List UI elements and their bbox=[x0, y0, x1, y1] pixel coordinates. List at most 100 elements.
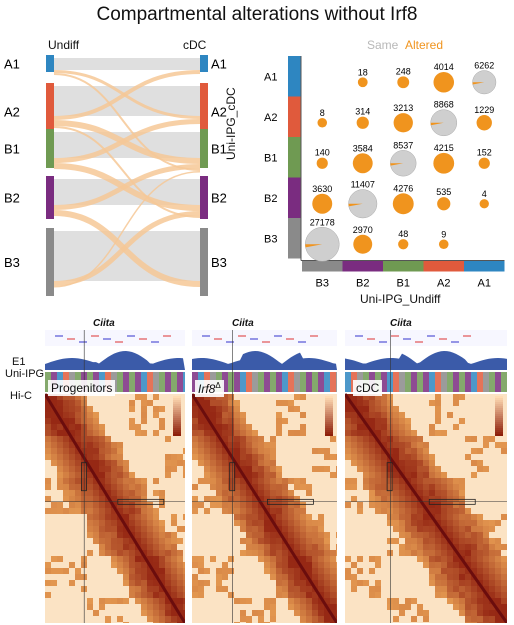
pie-count: 248 bbox=[396, 66, 411, 76]
pie-count: 11407 bbox=[351, 180, 375, 190]
hic-panel-irf8: Ciita Irf8Δ bbox=[192, 318, 337, 623]
col-bar-a1 bbox=[464, 260, 505, 272]
row-label: A1 bbox=[264, 71, 277, 83]
hic-heatmap bbox=[345, 330, 507, 623]
pie-altered-slice bbox=[390, 163, 404, 166]
pie-count: 314 bbox=[355, 107, 370, 117]
sankey-flow bbox=[53, 126, 201, 218]
pie-altered bbox=[433, 71, 455, 93]
sankey-node-left-a1 bbox=[46, 55, 54, 72]
sankey-label-left: B2 bbox=[4, 191, 20, 206]
sankey-node-right-a1 bbox=[200, 55, 208, 72]
pie-altered-slice bbox=[430, 122, 444, 126]
sankey-label-right: B1 bbox=[211, 142, 227, 157]
pie-count: 1229 bbox=[474, 105, 494, 115]
hic-panel-progenitors: Ciita Progenitors bbox=[45, 318, 185, 623]
row-bar-a2 bbox=[288, 96, 301, 137]
sankey-label-right: A1 bbox=[211, 57, 227, 72]
pie-altered-slice bbox=[348, 203, 363, 207]
pie-altered bbox=[397, 76, 410, 89]
sankey-node-left-a2 bbox=[46, 83, 54, 140]
pie-altered bbox=[316, 157, 328, 169]
hic-heatmap bbox=[192, 330, 337, 623]
pie-count: 8 bbox=[320, 108, 325, 118]
pie-count: 18 bbox=[358, 67, 368, 77]
sankey-left-header: Undiff bbox=[48, 38, 80, 52]
sankey-flow bbox=[53, 211, 201, 286]
row-label: B2 bbox=[264, 193, 277, 205]
legend-same: Same bbox=[367, 38, 399, 52]
pie-count: 4276 bbox=[393, 183, 413, 193]
pie-altered bbox=[392, 193, 414, 215]
sankey-flow bbox=[53, 70, 201, 120]
pie-altered bbox=[357, 77, 368, 88]
pie-count: 48 bbox=[398, 229, 408, 239]
sankey-diagram: A1 A1 A2 A2 B1 B1 B2 B2 B3 B3 bbox=[4, 55, 227, 296]
pie-altered bbox=[356, 116, 369, 129]
gene-label: Ciita bbox=[390, 318, 412, 329]
track-label-hic: Hi-C bbox=[10, 390, 32, 402]
col-label: A2 bbox=[437, 278, 450, 290]
pie-count: 3213 bbox=[393, 103, 413, 113]
track-label-uni-ipg: Uni-IPG bbox=[5, 368, 45, 380]
col-label: B3 bbox=[316, 278, 329, 290]
panel-label-irf8: Irf8Δ bbox=[195, 380, 224, 397]
pie-count: 2970 bbox=[353, 225, 373, 235]
sankey-flow bbox=[53, 164, 201, 210]
gene-label: Ciita bbox=[232, 318, 254, 329]
sankey-node-right-b2 bbox=[200, 176, 208, 219]
pie-altered bbox=[398, 239, 409, 250]
col-bar-b2 bbox=[342, 260, 383, 272]
hic-panel-cdc: Ciita cDC bbox=[345, 318, 507, 623]
sankey-node-left-b1 bbox=[46, 129, 54, 168]
pie-altered bbox=[353, 234, 373, 254]
panel-label-progenitors: Progenitors bbox=[48, 380, 116, 396]
legend-altered: Altered bbox=[405, 38, 444, 52]
col-label: A1 bbox=[478, 278, 491, 290]
col-label: B2 bbox=[356, 278, 369, 290]
pie-altered bbox=[433, 152, 455, 174]
sankey-node-left-b2 bbox=[46, 176, 54, 219]
pie-altered bbox=[478, 157, 490, 169]
row-bar-b1 bbox=[288, 137, 301, 178]
row-label: B3 bbox=[264, 233, 277, 245]
pie-altered bbox=[479, 199, 489, 209]
sankey-node-right-a2 bbox=[200, 83, 208, 140]
sankey-right-header: cDC bbox=[183, 38, 207, 52]
sankey-node-right-b3 bbox=[200, 228, 208, 296]
pie-count: 3584 bbox=[353, 143, 373, 153]
pie-altered-slice bbox=[472, 82, 485, 85]
col-bar-b1 bbox=[383, 260, 424, 272]
sankey-node-left-b3 bbox=[46, 228, 54, 296]
sankey-flow bbox=[53, 119, 201, 163]
pie-count: 9 bbox=[441, 229, 446, 239]
sankey-node-right-b1 bbox=[200, 129, 208, 168]
track-label-e1: E1 bbox=[12, 356, 26, 368]
pie-altered bbox=[476, 115, 492, 131]
sankey-flow bbox=[53, 73, 201, 171]
pie-count: 3630 bbox=[312, 184, 332, 194]
pie-count: 535 bbox=[436, 187, 451, 197]
pie-count: 4014 bbox=[434, 62, 454, 72]
pie-count: 140 bbox=[315, 148, 330, 158]
x-axis-title: Uni-IPG_Undiff bbox=[360, 292, 441, 306]
pie-altered-slice bbox=[305, 244, 323, 248]
hic-heatmap bbox=[45, 330, 185, 623]
y-axis-title: Uni-IPG_cDC bbox=[224, 87, 238, 160]
sankey-label-right: B3 bbox=[211, 255, 227, 270]
pie-count: 8868 bbox=[434, 100, 454, 110]
row-bar-b3 bbox=[288, 218, 301, 259]
figure-title: Compartmental alterations without Irf8 bbox=[96, 4, 418, 25]
sankey-label-left: A2 bbox=[4, 105, 20, 120]
pie-altered bbox=[312, 193, 333, 214]
col-bar-a2 bbox=[423, 260, 464, 272]
pie-matrix: A1 A2 B1 B2 B3 B3 B2 B1 A2 A1 18 248 4014 6262 8 314 321… bbox=[264, 56, 505, 290]
pie-count: 152 bbox=[477, 148, 492, 158]
pie-altered bbox=[352, 153, 373, 174]
gene-label: Ciita bbox=[93, 318, 115, 329]
sankey-label-left: B3 bbox=[4, 255, 20, 270]
pie-altered bbox=[393, 113, 413, 133]
sankey-label-right: A2 bbox=[211, 105, 227, 120]
col-bar-b3 bbox=[302, 260, 343, 272]
row-label: B1 bbox=[264, 152, 277, 164]
